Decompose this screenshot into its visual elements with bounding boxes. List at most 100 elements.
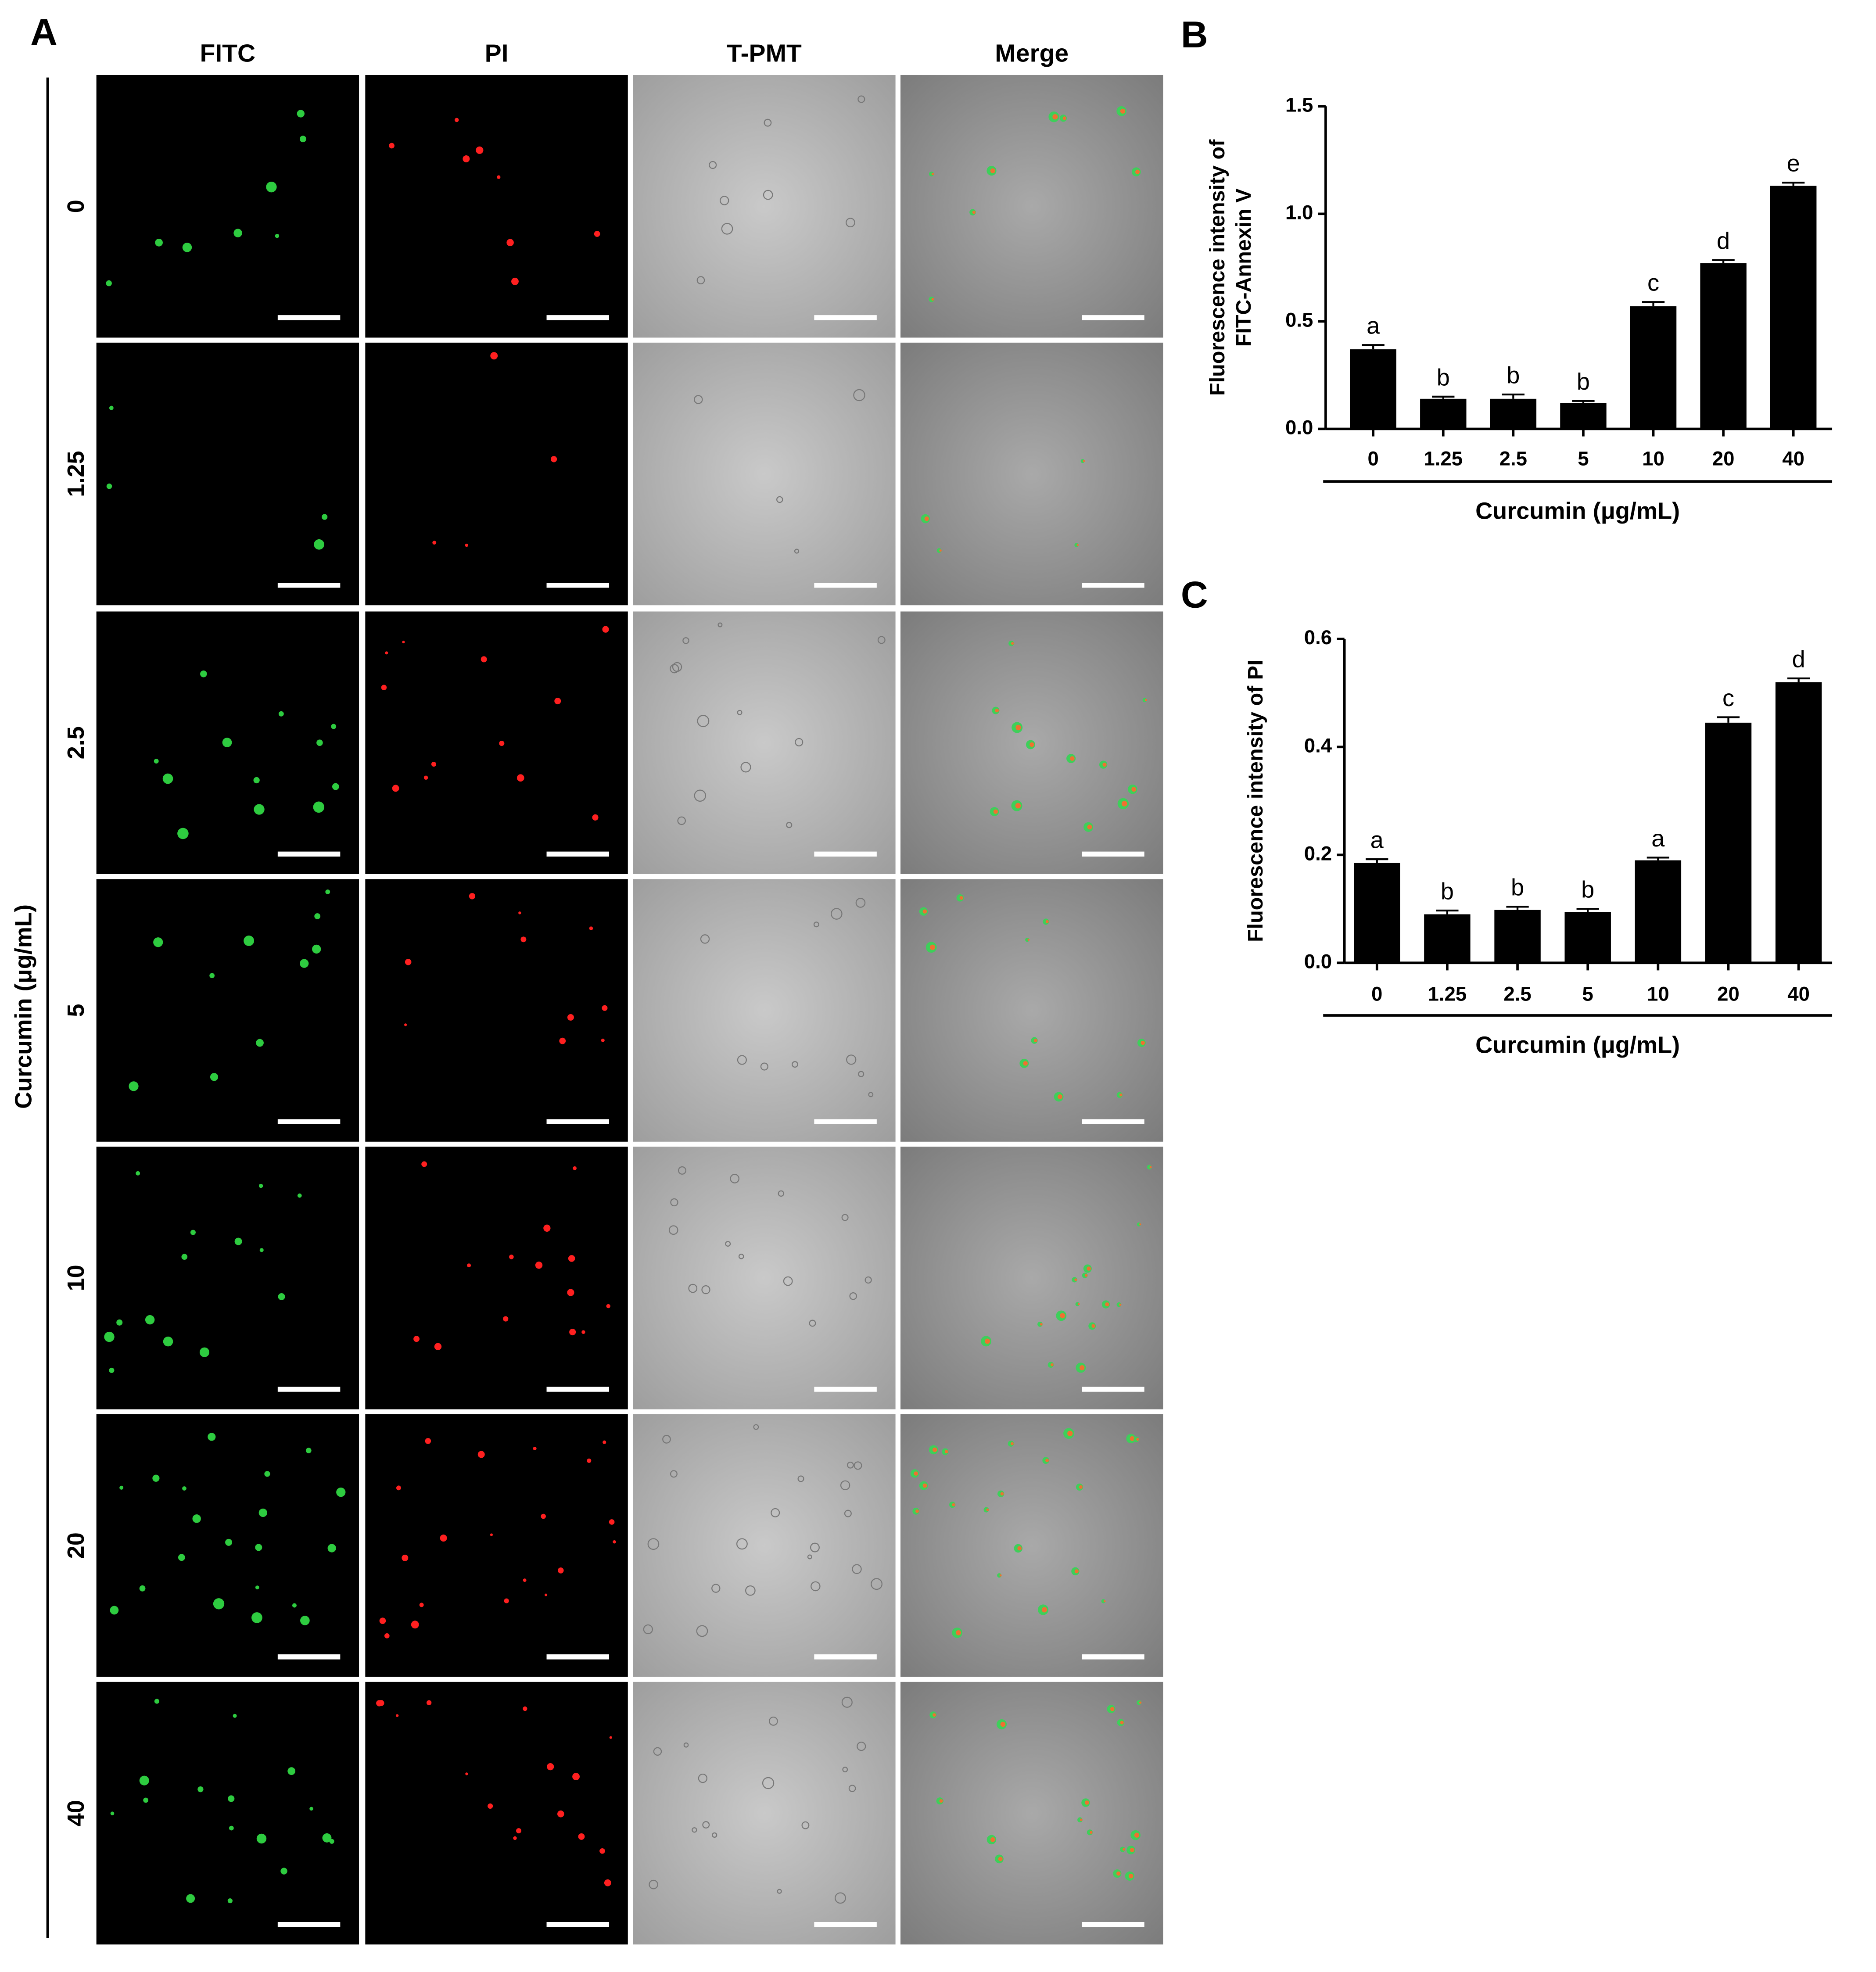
column-header: T-PMT	[727, 39, 802, 67]
cell	[1050, 1363, 1054, 1366]
cell	[696, 276, 705, 284]
micrograph	[365, 879, 628, 1142]
cell	[154, 1699, 160, 1704]
cell	[696, 1625, 708, 1637]
cell	[922, 909, 927, 914]
cell	[807, 1554, 812, 1560]
x-tick-label: 5	[1578, 448, 1589, 470]
cell	[736, 1538, 748, 1550]
significance-letter: c	[1722, 685, 1734, 711]
cell	[182, 243, 192, 252]
cell	[1130, 1848, 1134, 1852]
cell	[740, 762, 751, 773]
cell	[1119, 1093, 1123, 1097]
x-tick-label: 2.5	[1499, 448, 1527, 470]
cell	[678, 1166, 686, 1175]
cell	[846, 1054, 857, 1065]
micrograph	[900, 879, 1163, 1142]
micrograph	[96, 1147, 359, 1409]
cell	[795, 738, 803, 746]
cell	[1137, 1700, 1142, 1705]
cell	[1103, 1600, 1106, 1603]
cell	[305, 1448, 312, 1453]
cell	[1034, 1039, 1037, 1042]
cell	[155, 238, 163, 247]
significance-letter: d	[1792, 646, 1805, 672]
cell	[745, 1585, 756, 1596]
cell	[425, 1438, 431, 1444]
cell	[234, 1237, 242, 1245]
cell	[857, 95, 865, 103]
cell	[423, 775, 428, 780]
cell	[771, 1508, 780, 1517]
cell	[1000, 1492, 1004, 1496]
micrograph	[633, 879, 896, 1142]
cell	[506, 239, 514, 247]
cell	[1080, 459, 1085, 463]
y-axis-label: FITC-Annexin V	[1232, 189, 1255, 347]
micrograph	[900, 75, 1163, 338]
cell	[762, 1777, 775, 1789]
cell	[868, 1092, 874, 1097]
cell	[737, 710, 743, 715]
bar	[1420, 398, 1467, 429]
cell	[931, 172, 934, 176]
cell	[256, 1039, 264, 1047]
significance-letter: d	[1717, 228, 1730, 254]
cell	[186, 1894, 195, 1903]
cell	[331, 724, 337, 729]
cell	[995, 708, 999, 713]
cell	[932, 1447, 937, 1452]
cell	[1105, 1302, 1109, 1307]
cell	[477, 1451, 485, 1458]
cell	[809, 1319, 816, 1327]
cell	[1070, 756, 1075, 761]
cell	[1087, 825, 1092, 830]
cell	[956, 1630, 961, 1635]
cell	[677, 816, 686, 825]
cell	[309, 1807, 313, 1811]
cell	[1017, 1546, 1022, 1551]
cell	[481, 656, 487, 663]
cell	[952, 1503, 955, 1506]
cell	[1128, 1874, 1133, 1879]
cell	[405, 959, 412, 965]
cell	[653, 1747, 662, 1756]
cell	[683, 1742, 689, 1748]
cell	[972, 211, 976, 214]
cell	[924, 516, 929, 521]
cell	[1101, 1599, 1106, 1603]
row-label: 10	[63, 1265, 89, 1291]
cell	[322, 1833, 332, 1843]
cell	[1074, 1569, 1079, 1574]
cell	[1141, 1040, 1145, 1045]
cell	[1075, 1302, 1080, 1306]
cell	[1077, 1303, 1080, 1305]
cell	[116, 1319, 123, 1326]
bar	[1424, 914, 1471, 963]
cell	[670, 1470, 678, 1478]
bar	[1350, 349, 1396, 429]
cell	[392, 785, 399, 792]
cell	[395, 1714, 399, 1717]
cell	[278, 1293, 285, 1300]
y-tick-label: 1.5	[1285, 93, 1313, 116]
cell	[312, 944, 321, 954]
cell	[469, 893, 476, 900]
cell	[287, 1767, 296, 1775]
micrograph	[365, 342, 628, 606]
cell	[1083, 460, 1085, 462]
cell	[1015, 724, 1021, 731]
cell	[578, 1833, 585, 1840]
cell	[233, 1714, 237, 1718]
micrograph	[633, 75, 896, 338]
cell	[162, 773, 173, 784]
cell	[1120, 1721, 1124, 1725]
cell	[197, 1786, 204, 1793]
x-tick-label: 20	[1712, 448, 1735, 470]
cell	[720, 196, 729, 205]
cell	[694, 789, 707, 802]
cell	[523, 1578, 527, 1582]
cell	[990, 1837, 995, 1842]
cell	[721, 223, 733, 235]
